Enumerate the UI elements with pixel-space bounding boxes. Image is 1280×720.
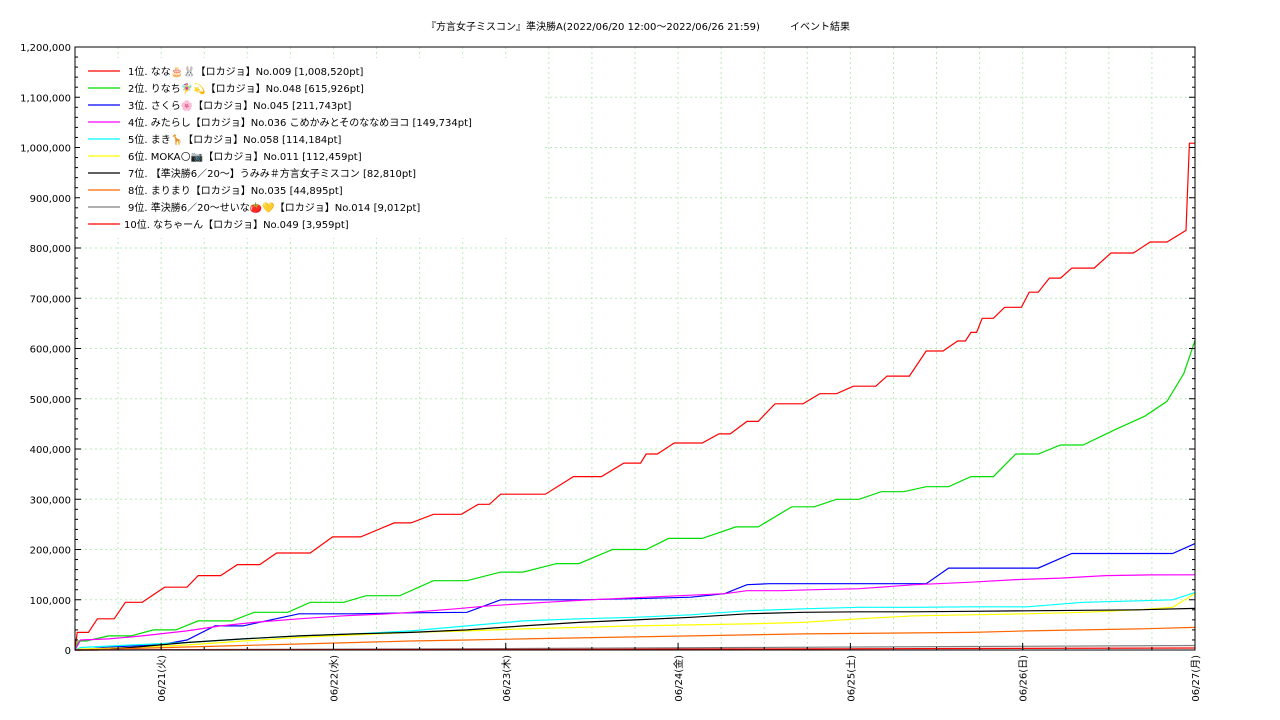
legend-entry-3: 3位. さくら🌸【ロカジョ】No.045 [211,743pt]	[128, 99, 352, 112]
legend-entry-5: 5位. まき🦒【ロカジョ】No.058 [114,184pt]	[128, 133, 342, 146]
legend-entry-6: 6位. MOKA🌕📷【ロカジョ】No.011 [112,459pt]	[128, 150, 362, 163]
x-tick-label: 06/27(月)	[1190, 655, 1202, 702]
series-line-2	[74, 340, 1196, 651]
x-tick-label: 06/26(日)	[1019, 655, 1030, 702]
y-tick-label: 200,000	[30, 546, 71, 557]
series-line-4	[74, 574, 1196, 651]
x-tick-label: 06/21(火)	[156, 655, 168, 702]
legend-entry-7: 7位. 【準決勝6／20〜】うみみ＃方言女子ミスコン [82,810pt]	[128, 167, 416, 180]
legend-entry-8: 8位. まりまり【ロカジョ】No.035 [44,895pt]	[128, 184, 343, 197]
legend-entry-10: 10位. なちゃーん【ロカジョ】No.049 [3,959pt]	[124, 218, 349, 231]
y-tick-label: 800,000	[30, 244, 71, 255]
legend: 1位. なな🎂🐰【ロカジョ】No.009 [1,008,520pt] 2位. りな…	[80, 58, 545, 238]
x-tick-label: 06/25(土)	[844, 655, 857, 702]
y-tick-label: 700,000	[30, 294, 71, 305]
x-tick-label: 06/24(金)	[672, 655, 685, 702]
legend-background	[80, 58, 545, 238]
chart-title: 『方言女子ミスコン』準決勝A(2022/06/20 12:00～2022/06/…	[426, 20, 850, 33]
legend-entry-9: 9位. 準決勝6／20〜せいな🍅💛【ロカジョ】No.014 [9,012pt]	[128, 201, 420, 214]
y-tick-label: 500,000	[30, 395, 71, 406]
y-tick-label: 900,000	[30, 194, 71, 205]
y-tick-label: 1,200,000	[20, 43, 71, 54]
legend-entry-2: 2位. りなち🧚‍♀️💫【ロカジョ】No.048 [615,926pt]	[128, 82, 364, 95]
series-line-7	[75, 607, 1196, 651]
x-tick-label: 06/22(水)	[328, 655, 340, 702]
series-line-1	[74, 142, 1195, 651]
series-line-8	[74, 626, 1196, 651]
y-tick-label: 600,000	[30, 345, 71, 356]
axes: 0 100,000 200,000 300,000 400,000 500,000 600,…	[20, 43, 1202, 702]
y-tick-label: 1,000,000	[20, 144, 71, 155]
series-line-6	[74, 592, 1196, 651]
legend-entry-4: 4位. みたらし【ロカジョ】No.036 こめかみとそのななめヨコ [149,7…	[128, 116, 472, 129]
y-tick-label: 400,000	[30, 445, 71, 456]
y-tick-label: 0	[65, 646, 71, 657]
y-tick-label: 100,000	[30, 596, 71, 607]
y-tick-label: 1,100,000	[20, 93, 71, 104]
legend-entry-1: 1位. なな🎂🐰【ロカジョ】No.009 [1,008,520pt]	[128, 65, 364, 78]
y-tick-label: 300,000	[30, 495, 71, 506]
series-line-3	[75, 543, 1196, 651]
x-tick-label: 06/23(木)	[501, 655, 513, 702]
